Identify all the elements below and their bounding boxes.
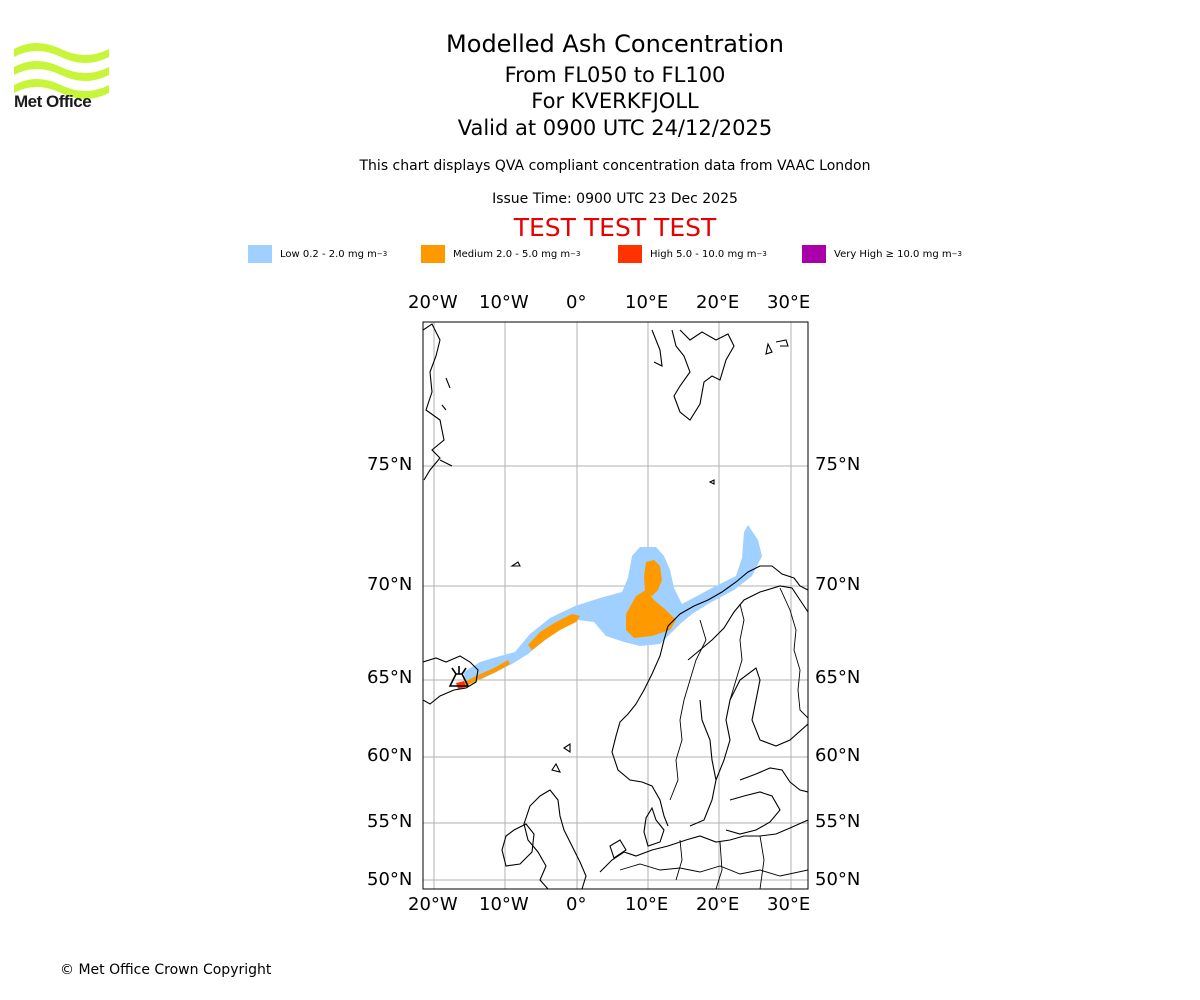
lat-tick-left-75n: 75°N xyxy=(367,454,413,475)
flight-level-range: From FL050 to FL100 xyxy=(504,63,726,87)
legend-unit-exponent: −3 xyxy=(376,250,388,258)
legend-unit-exponent: −3 xyxy=(570,250,581,258)
border-finland-russia xyxy=(779,587,808,719)
lat-tick-right-75n: 75°N xyxy=(815,454,861,475)
lat-tick-right-70n: 70°N xyxy=(815,574,861,595)
legend-label-medium: Medium 2.0 - 5.0 mg m xyxy=(453,248,571,260)
legend-swatch-low xyxy=(248,245,272,263)
ash-plume-medium-north xyxy=(644,560,662,596)
lon-tick-bottom-20w: 20°W xyxy=(408,894,458,915)
lon-tick-top-10w: 10°W xyxy=(479,292,529,313)
coastline-svalbard-east xyxy=(765,339,789,355)
coastline-bear-island xyxy=(708,479,715,485)
volcano-name: For KVERKFJOLL xyxy=(531,89,699,113)
coastline-greenland xyxy=(423,323,445,481)
legend-label-low: Low 0.2 - 2.0 mg m xyxy=(280,248,377,260)
ash-plume-medium-band xyxy=(528,614,580,650)
coastline-faroes xyxy=(563,742,571,754)
issue-time: Issue Time: 0900 UTC 23 Dec 2025 xyxy=(492,191,738,207)
lat-tick-left-65n: 65°N xyxy=(367,667,413,688)
country-borders xyxy=(619,587,808,889)
border-norway-sweden xyxy=(669,619,707,801)
legend-swatch-very-high xyxy=(802,245,826,263)
lon-tick-bottom-20e: 20°E xyxy=(696,894,740,915)
legend-item-high: High 5.0 - 10.0 mg m −3 xyxy=(618,244,767,264)
coastline-greenland-islands xyxy=(439,377,453,467)
ash-plume-high xyxy=(456,681,466,689)
map-frame xyxy=(422,321,809,890)
lat-tick-right-65n: 65°N xyxy=(815,667,861,688)
border-central-europe xyxy=(619,835,808,889)
valid-time: Valid at 0900 UTC 24/12/2025 xyxy=(457,116,773,140)
legend-item-low: Low 0.2 - 2.0 mg m −3 xyxy=(248,244,387,264)
lon-tick-top-20w: 20°W xyxy=(408,292,458,313)
copyright-notice: © Met Office Crown Copyright xyxy=(60,962,272,978)
lat-tick-left-70n: 70°N xyxy=(367,574,413,595)
coastline-baltic xyxy=(725,767,808,835)
lon-tick-bottom-10w: 10°W xyxy=(479,894,529,915)
legend-swatch-high xyxy=(618,245,642,263)
chart-description: This chart displays QVA compliant concen… xyxy=(359,158,871,174)
coastline-svalbard xyxy=(651,329,735,421)
lon-tick-top-30e: 30°E xyxy=(767,292,811,313)
legend-item-medium: Medium 2.0 - 5.0 mg m −3 xyxy=(421,244,580,264)
lat-tick-right-60n: 60°N xyxy=(815,745,861,766)
coastline-sweden-finland xyxy=(687,585,808,827)
met-office-logo-icon xyxy=(14,43,109,99)
chart-title: Modelled Ash Concentration xyxy=(446,30,784,58)
coastline-norway xyxy=(611,565,808,827)
border-sweden-finland xyxy=(729,603,745,701)
lat-tick-left-50n: 50°N xyxy=(367,869,413,890)
lon-tick-bottom-0: 0° xyxy=(566,894,587,915)
coastline-netherlands xyxy=(609,839,627,859)
test-banner: TEST TEST TEST xyxy=(513,213,717,242)
ash-plume-medium-west xyxy=(460,660,510,688)
legend-unit-exponent: −3 xyxy=(756,250,767,258)
legend-swatch-medium xyxy=(421,245,445,263)
coastline-shetland xyxy=(551,762,562,773)
coastline-continent xyxy=(599,819,808,873)
lon-tick-top-10e: 10°E xyxy=(625,292,669,313)
lon-tick-bottom-10e: 10°E xyxy=(625,894,669,915)
logo-brand-name: Met Office xyxy=(14,92,92,111)
lat-tick-right-55n: 55°N xyxy=(815,811,861,832)
coastline-jan-mayen xyxy=(510,561,521,567)
lat-tick-left-55n: 55°N xyxy=(367,811,413,832)
lon-tick-bottom-30e: 30°E xyxy=(767,894,811,915)
legend-item-very-high: Very High ≥ 10.0 mg m −3 xyxy=(802,244,962,264)
coastline-denmark xyxy=(643,806,665,847)
ash-plume-medium-central xyxy=(626,590,676,638)
lat-tick-right-50n: 50°N xyxy=(815,869,861,890)
coastline-ireland xyxy=(501,823,535,867)
ash-plume-low xyxy=(464,525,762,686)
lat-tick-left-60n: 60°N xyxy=(367,745,413,766)
coastlines xyxy=(423,323,808,889)
legend-label-high: High 5.0 - 10.0 mg m xyxy=(650,248,757,260)
coastline-iceland xyxy=(423,655,479,705)
volcano-icon xyxy=(448,666,470,687)
lon-tick-top-20e: 20°E xyxy=(696,292,740,313)
legend-unit-exponent: −3 xyxy=(951,250,962,258)
lon-tick-top-0: 0° xyxy=(566,292,587,313)
legend-label-very-high: Very High ≥ 10.0 mg m xyxy=(834,248,952,260)
